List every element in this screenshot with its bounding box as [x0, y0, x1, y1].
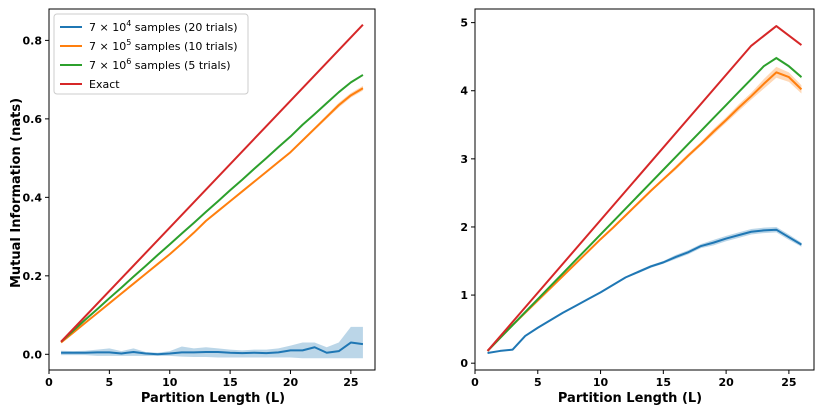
right-x-tick-label: 20 — [718, 376, 734, 389]
right-x-tick-label: 15 — [656, 376, 671, 389]
right-line-series-1 — [486, 71, 803, 352]
right-x-tick-label: 0 — [471, 376, 479, 389]
right-line-series-3 — [486, 25, 803, 352]
right-y-tick-label: 5 — [460, 17, 468, 30]
left-x-tick-label: 5 — [106, 376, 114, 389]
left-axes-frame — [48, 8, 376, 371]
right-y-tick-label: 3 — [460, 153, 468, 166]
legend-label-series-0: 7 × 104 samples (20 trials) — [89, 19, 238, 34]
right-x-tick-label: 25 — [781, 376, 796, 389]
right-y-tick-label: 1 — [460, 289, 468, 302]
right-x-axis-label: Partition Length (L) — [558, 391, 702, 406]
right-band-series-0 — [487, 226, 802, 354]
left-y-tick-label: 0.0 — [23, 348, 43, 361]
right-line-series-2 — [486, 57, 803, 352]
right-x-tick-label: 10 — [593, 376, 609, 389]
left-x-tick-label: 20 — [283, 376, 299, 389]
left-legend: 7 × 104 samples (20 trials) 7 × 105 sampl… — [53, 13, 249, 95]
right-band-series-2 — [487, 56, 802, 351]
left-plot-area: 0 5 10 15 20 25 0.0 0.2 0.4 0.6 0.8 7 × 104 samples… — [23, 8, 376, 389]
legend-label-series-3: Exact — [89, 78, 120, 91]
legend-box — [53, 13, 249, 95]
left-x-tick-label: 15 — [222, 376, 237, 389]
left-line-series-2 — [60, 74, 364, 343]
left-y-tick-label: 0.8 — [23, 34, 43, 47]
left-x-tick-label: 0 — [45, 376, 53, 389]
right-plot-area: 0 5 10 15 20 25 0 1 2 3 4 5 — [460, 8, 815, 389]
right-line-series-0 — [487, 228, 802, 354]
left-line-series-1 — [60, 87, 364, 344]
right-y-tick-label: 4 — [460, 85, 468, 98]
left-y-tick-label: 0.4 — [23, 191, 43, 204]
left-y-tick-label: 0.2 — [23, 270, 43, 283]
left-line-series-3 — [60, 24, 364, 343]
left-line-series-0 — [61, 341, 364, 356]
right-y-tick-label: 0 — [460, 357, 468, 370]
left-x-tick-label: 10 — [162, 376, 178, 389]
left-y-axis-label: Mutual Information (nats) — [9, 98, 24, 288]
left-y-tick-label: 0.6 — [23, 113, 43, 126]
right-x-tick-label: 5 — [534, 376, 542, 389]
left-x-axis-label: Partition Length (L) — [141, 391, 285, 406]
right-y-tick-label: 2 — [460, 221, 468, 234]
left-x-tick-label: 25 — [343, 376, 358, 389]
legend-label-series-1: 7 × 105 samples (10 trials) — [89, 38, 238, 53]
left-panel: Mutual Information (nats) Partition Leng… — [9, 98, 285, 406]
right-axes-frame — [474, 8, 815, 371]
legend-label-series-2: 7 × 106 samples (5 trials) — [89, 57, 231, 72]
left-band-series-0 — [61, 326, 363, 359]
right-panel: Partition Length (L) — [558, 391, 702, 406]
right-band-series-1 — [487, 66, 802, 351]
